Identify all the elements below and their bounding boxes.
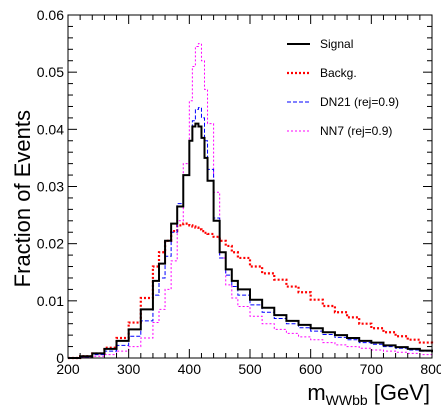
y-tick-label: 0.02 — [37, 236, 64, 252]
y-tick-label: 0.05 — [37, 64, 64, 80]
y-axis-title: Fraction of Events — [10, 110, 35, 287]
y-tick-label: 0.04 — [37, 121, 64, 137]
x-tick-label: 400 — [178, 361, 202, 377]
x-axis-title-unit: [GeV] — [368, 380, 430, 405]
legend-label: DN21 (rej=0.9) — [320, 95, 399, 109]
x-axis-title-subscript: WWbb — [326, 392, 368, 408]
x-tick-label: 500 — [238, 361, 262, 377]
x-tick-label: 800 — [420, 361, 441, 377]
y-tick-label: 0.01 — [37, 293, 64, 309]
x-tick-label: 600 — [299, 361, 323, 377]
series-line-dn21-rej-0-9 — [68, 107, 433, 359]
axes: 200 300 400 500 600 700 800 0 0.01 0.02 0.03 0.04 0.… — [37, 7, 441, 377]
x-tick-label: 200 — [56, 361, 80, 377]
x-tick-label: 700 — [360, 361, 384, 377]
x-tick-label: 300 — [117, 361, 141, 377]
series-line-signal — [68, 122, 433, 359]
plot-area — [68, 43, 434, 360]
legend: Signal Backg. DN21 (rej=0.9) NN7 (rej=0.9) — [287, 37, 399, 138]
legend-label: NN7 (rej=0.9) — [320, 124, 392, 138]
plot-frame — [67, 14, 433, 359]
legend-label: Backg. — [320, 66, 357, 80]
series-line-backg — [68, 222, 434, 360]
y-tick-label: 0.03 — [37, 179, 64, 195]
x-axis-title-main: m — [307, 380, 325, 405]
series-line-nn7-rej-0-9 — [68, 43, 433, 359]
y-tick-label: 0.06 — [37, 7, 64, 23]
y-tick-label: 0 — [56, 350, 64, 366]
x-axis-title: mWWbb [GeV] — [307, 380, 430, 408]
legend-label: Signal — [320, 37, 353, 51]
